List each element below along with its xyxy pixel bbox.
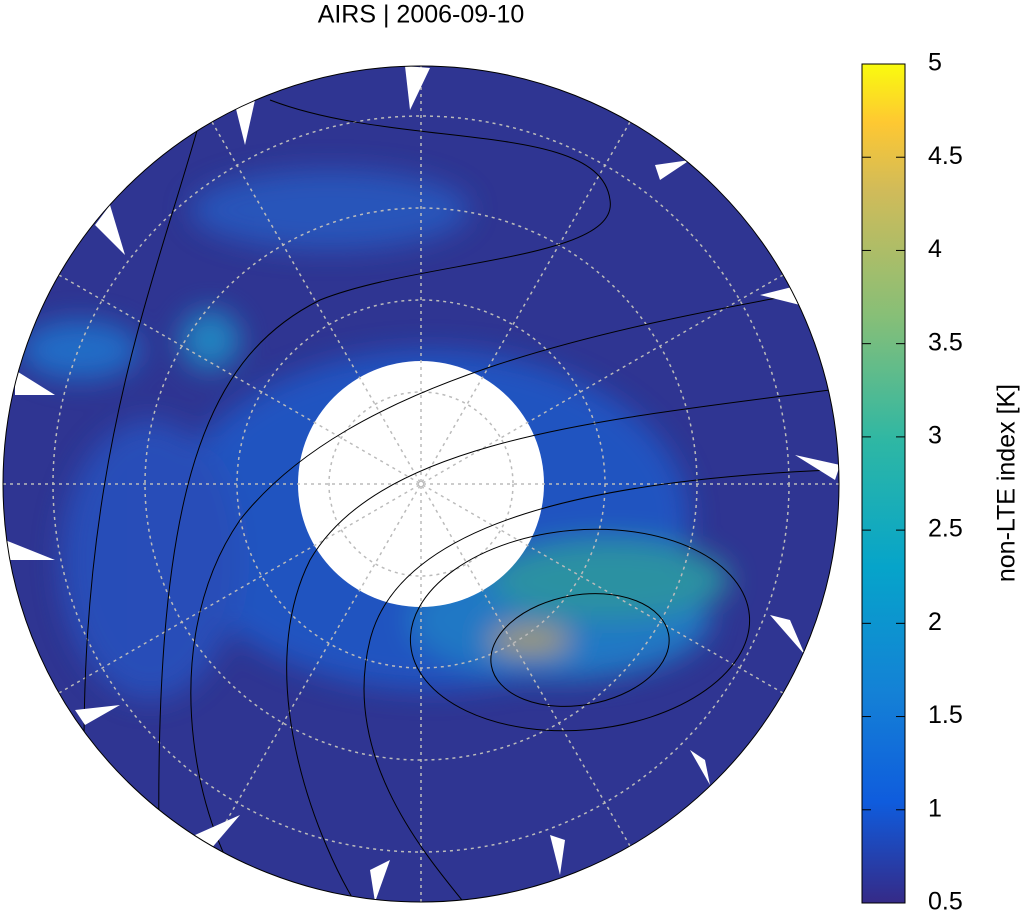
map bbox=[3, 66, 839, 902]
colorbar-ticks: 0.5 1 1.5 2 2.5 3 3.5 4 4.5 5 bbox=[862, 49, 963, 916]
map-border bbox=[2, 65, 840, 903]
colorbar-label: non-LTE index [K] bbox=[993, 384, 1021, 582]
map-title: AIRS | 2006-09-10 bbox=[318, 1, 525, 29]
tick-label: 3.5 bbox=[928, 328, 963, 356]
swath-gaps bbox=[5, 66, 839, 902]
graticule bbox=[3, 66, 839, 902]
contours bbox=[83, 99, 831, 902]
tick-label: 2.5 bbox=[928, 515, 963, 543]
tick-label: 4.5 bbox=[928, 142, 963, 170]
tick-label: 2 bbox=[928, 608, 942, 636]
tick-label: 3 bbox=[928, 421, 942, 449]
tick-label: 5 bbox=[928, 49, 942, 77]
tick-label: 4 bbox=[928, 235, 942, 263]
field-patches bbox=[20, 170, 730, 700]
tick-label: 1 bbox=[928, 794, 942, 822]
no-data-region bbox=[298, 361, 544, 607]
tick-label: 1.5 bbox=[928, 701, 963, 729]
tick-label: 0.5 bbox=[928, 888, 963, 913]
colorbar bbox=[861, 63, 906, 904]
